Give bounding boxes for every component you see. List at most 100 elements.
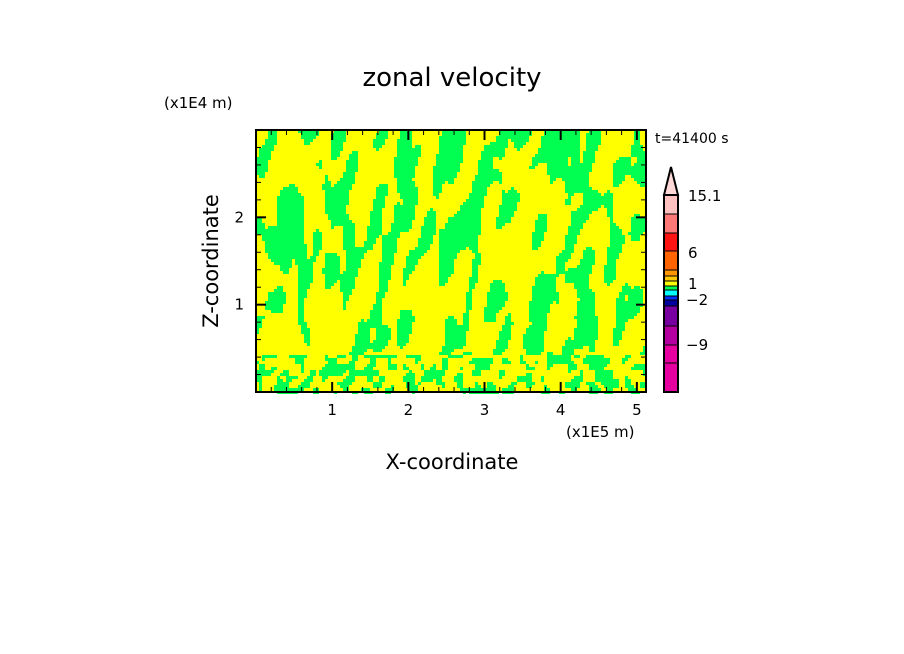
heatmap-cell: [574, 328, 577, 331]
heatmap-cell: [298, 316, 301, 319]
heatmap-cell: [385, 274, 388, 277]
heatmap-cell: [499, 376, 502, 379]
heatmap-cell: [592, 355, 595, 358]
heatmap-cell: [544, 226, 547, 229]
heatmap-cell: [595, 136, 598, 139]
heatmap-cell: [379, 226, 382, 229]
heatmap-cell: [391, 229, 394, 232]
heatmap-cell: [448, 178, 451, 181]
heatmap-cell: [625, 169, 628, 172]
heatmap-cell: [442, 157, 445, 160]
heatmap-cell: [619, 232, 622, 235]
x-tick-label: 4: [556, 401, 566, 419]
heatmap-cell: [487, 304, 490, 307]
heatmap-cell: [451, 271, 454, 274]
heatmap-cell: [295, 193, 298, 196]
heatmap-cell: [259, 322, 262, 325]
heatmap-cell: [349, 235, 352, 238]
heatmap-cell: [295, 250, 298, 253]
heatmap-cell: [406, 334, 409, 337]
heatmap-cell: [301, 289, 304, 292]
heatmap-cell: [577, 163, 580, 166]
heatmap-cell: [355, 352, 358, 355]
heatmap-cell: [298, 229, 301, 232]
heatmap-cell: [277, 307, 280, 310]
heatmap-cell: [376, 142, 379, 145]
heatmap-cell: [271, 259, 274, 262]
heatmap-cell: [595, 130, 598, 133]
heatmap-cell: [331, 151, 334, 154]
heatmap-cell: [619, 295, 622, 298]
heatmap-cell: [259, 379, 262, 382]
heatmap-cell: [331, 208, 334, 211]
heatmap-cell: [271, 244, 274, 247]
heatmap-cell: [394, 250, 397, 253]
heatmap-cell: [589, 154, 592, 157]
heatmap-cell: [589, 262, 592, 265]
heatmap-cell: [604, 202, 607, 205]
heatmap-cell: [265, 250, 268, 253]
heatmap-cell: [586, 286, 589, 289]
heatmap-cell: [478, 226, 481, 229]
heatmap-cell: [616, 382, 619, 385]
heatmap-cell: [448, 259, 451, 262]
heatmap-cell: [580, 310, 583, 313]
heatmap-cell: [376, 205, 379, 208]
heatmap-cell: [283, 235, 286, 238]
heatmap-cell: [565, 355, 568, 358]
heatmap-cell: [454, 214, 457, 217]
heatmap-cell: [574, 160, 577, 163]
heatmap-cell: [508, 205, 511, 208]
heatmap-cell: [487, 307, 490, 310]
heatmap-cell: [334, 145, 337, 148]
heatmap-cell: [568, 178, 571, 181]
heatmap-cell: [583, 187, 586, 190]
heatmap-cell: [592, 133, 595, 136]
heatmap-cell: [499, 337, 502, 340]
heatmap-cell: [352, 361, 355, 364]
heatmap-cell: [583, 250, 586, 253]
heatmap-cell: [262, 364, 265, 367]
heatmap-cell: [283, 385, 286, 388]
heatmap-cell: [310, 280, 313, 283]
heatmap-cell: [370, 379, 373, 382]
heatmap-cell: [460, 247, 463, 250]
heatmap-cell: [634, 388, 637, 391]
heatmap-cell: [349, 271, 352, 274]
heatmap-cell: [376, 148, 379, 151]
heatmap-cell: [412, 373, 415, 376]
heatmap-cell: [412, 211, 415, 214]
heatmap-cell: [478, 196, 481, 199]
heatmap-cell: [301, 304, 304, 307]
heatmap-cell: [550, 301, 553, 304]
heatmap-cell: [271, 367, 274, 370]
heatmap-cell: [562, 172, 565, 175]
heatmap-cell: [376, 199, 379, 202]
heatmap-cell: [382, 184, 385, 187]
heatmap-cell: [343, 139, 346, 142]
heatmap-cell: [280, 259, 283, 262]
heatmap-cell: [559, 142, 562, 145]
heatmap-cell: [643, 217, 646, 220]
heatmap-cell: [373, 304, 376, 307]
heatmap-cell: [568, 343, 571, 346]
heatmap-cell: [499, 205, 502, 208]
heatmap-cell: [400, 184, 403, 187]
heatmap-cell: [403, 148, 406, 151]
heatmap-cell: [286, 265, 289, 268]
heatmap-cell: [502, 223, 505, 226]
heatmap-cell: [478, 217, 481, 220]
heatmap-cell: [451, 319, 454, 322]
heatmap-cell: [442, 358, 445, 361]
heatmap-cell: [283, 220, 286, 223]
heatmap-cell: [445, 175, 448, 178]
heatmap-cell: [541, 145, 544, 148]
heatmap-cell: [577, 214, 580, 217]
heatmap-cell: [454, 223, 457, 226]
heatmap-cell: [349, 187, 352, 190]
heatmap-cell: [406, 178, 409, 181]
y-tick-label: 2: [234, 208, 244, 226]
heatmap-cell: [427, 235, 430, 238]
heatmap-cell: [586, 190, 589, 193]
heatmap-cell: [343, 217, 346, 220]
